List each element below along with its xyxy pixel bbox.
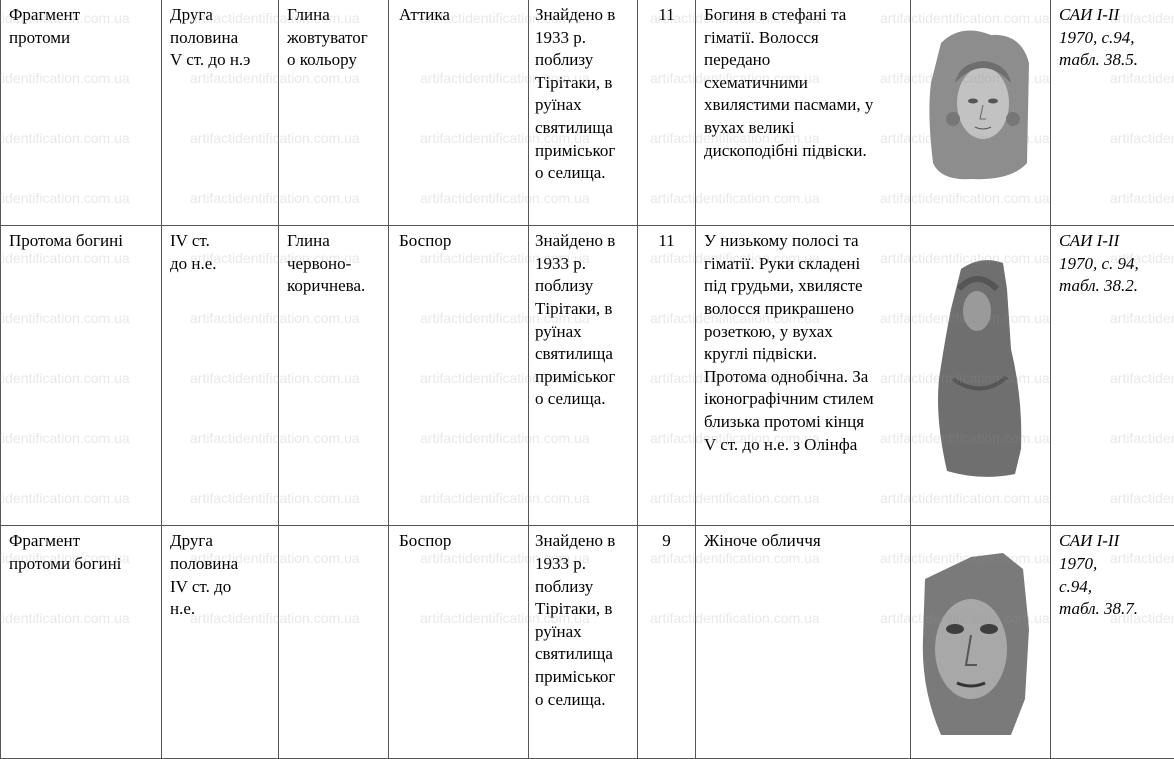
cell-origin: Боспор xyxy=(389,226,529,526)
cell-date: Друга половина V ст. до н.э xyxy=(162,0,279,226)
table-row: Фрагмент протоми богині Друга половина I… xyxy=(1,526,1174,758)
cell-image xyxy=(911,526,1051,758)
cell-origin: Аттика xyxy=(389,0,529,226)
cell-description: У низькому полосі та гіматії. Руки склад… xyxy=(696,226,911,526)
cell-image xyxy=(911,226,1051,526)
cell-image xyxy=(911,0,1051,226)
cell-material xyxy=(279,526,389,758)
terracotta-head-image xyxy=(911,23,1051,203)
cell-size: 11 xyxy=(638,0,696,226)
cell-find: Знайдено в 1933 р. поблизу Тірітаки, в р… xyxy=(529,526,638,758)
cell-material: Глина червоно- коричнева. xyxy=(279,226,389,526)
cell-reference: САИ I-II 1970, с.94, табл. 38.5. xyxy=(1051,0,1174,226)
cell-name: Фрагмент протоми xyxy=(1,0,162,226)
cell-date: Друга половина IV ст. до н.е. xyxy=(162,526,279,758)
cell-name: Протома богині xyxy=(1,226,162,526)
cell-reference: САИ I-II 1970, с. 94, табл. 38.2. xyxy=(1051,226,1174,526)
terracotta-bust-image xyxy=(911,249,1051,503)
cell-description: Жіноче обличчя xyxy=(696,526,911,758)
cell-find: Знайдено в 1933 р. поблизу Тірітаки, в р… xyxy=(529,0,638,226)
table-row: Протома богині IV ст. до н.е. Глина черв… xyxy=(1,226,1174,526)
cell-name: Фрагмент протоми богині xyxy=(1,526,162,758)
cell-reference: САИ I-II 1970, с.94, табл. 38.7. xyxy=(1051,526,1174,758)
cell-date: IV ст. до н.е. xyxy=(162,226,279,526)
cell-find: Знайдено в 1933 р. поблизу Тірітаки, в р… xyxy=(529,226,638,526)
table-row: Фрагмент протоми Друга половина V ст. до… xyxy=(1,0,1174,226)
cell-description: Богиня в стефані та гіматії. Волосся пер… xyxy=(696,0,911,226)
cell-material: Глина жовтуватог о кольору xyxy=(279,0,389,226)
cell-size: 11 xyxy=(638,226,696,526)
cell-size: 9 xyxy=(638,526,696,758)
cell-origin: Боспор xyxy=(389,526,529,758)
terracotta-face-image xyxy=(911,549,1051,735)
